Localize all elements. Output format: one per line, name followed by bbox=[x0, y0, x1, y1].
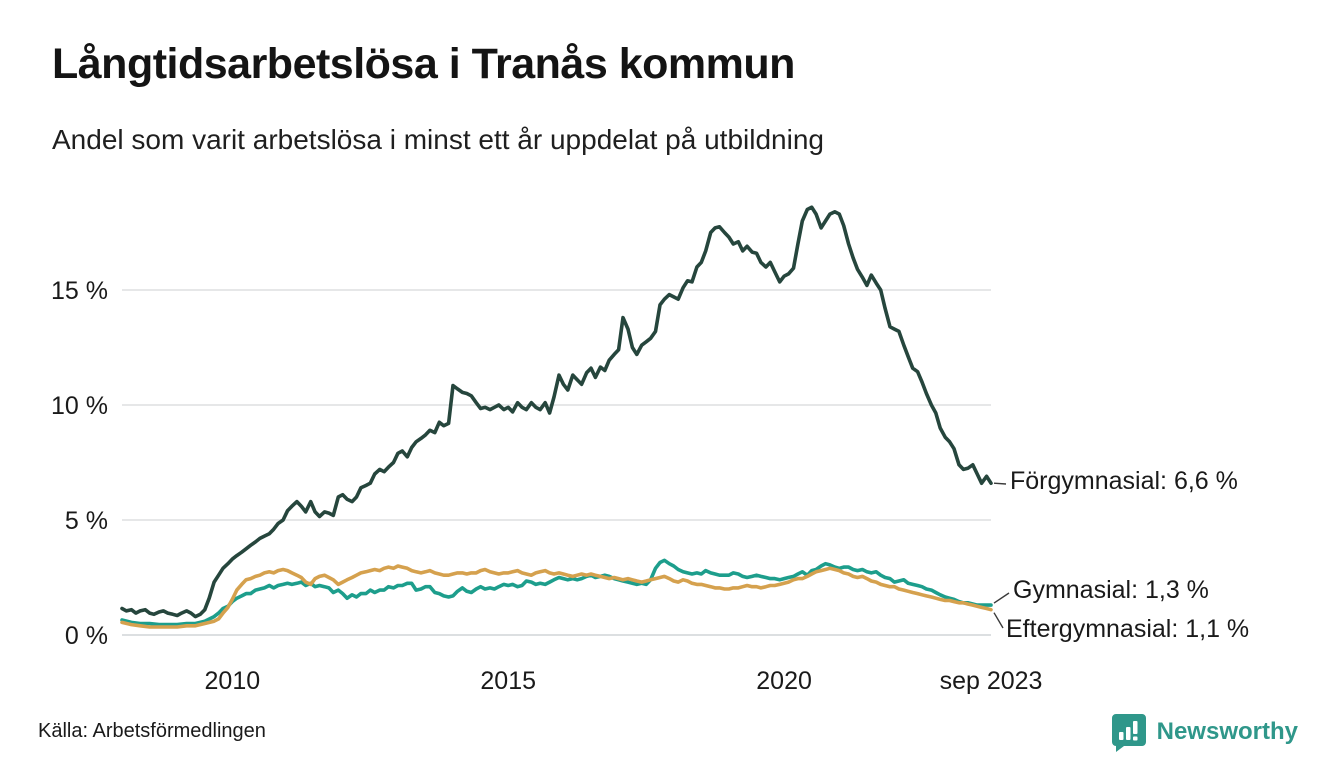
annotation-connector bbox=[993, 612, 1004, 629]
x-tick-label: 2015 bbox=[480, 667, 536, 695]
chart-subtitle: Andel som varit arbetslösa i minst ett å… bbox=[52, 124, 824, 155]
y-tick-label: 0 % bbox=[65, 622, 108, 650]
series-end-label-eftergymnasial: Eftergymnasial: 1,1 % bbox=[1006, 615, 1250, 643]
y-tick-label: 15 % bbox=[51, 277, 108, 305]
series-end-label-forgymnasial: Förgymnasial: 6,6 % bbox=[1010, 467, 1238, 495]
series-line-gymnasial bbox=[120, 558, 993, 627]
annotation-connector bbox=[993, 482, 1007, 485]
x-tick-label: 2010 bbox=[205, 667, 261, 695]
newsworthy-brand: Newsworthy bbox=[1110, 712, 1298, 752]
series-end-label-gymnasial: Gymnasial: 1,3 % bbox=[1013, 576, 1209, 604]
annotation-connector bbox=[993, 592, 1010, 604]
source-note: Källa: Arbetsförmedlingen bbox=[38, 720, 266, 742]
newsworthy-brand-text: Newsworthy bbox=[1156, 718, 1298, 745]
x-tick-label: sep 2023 bbox=[940, 667, 1043, 695]
x-tick-label: 2020 bbox=[756, 667, 812, 695]
series-line-forgymnasial bbox=[120, 205, 993, 619]
page-title: Långtidsarbetslösa i Tranås kommun bbox=[52, 40, 795, 88]
y-tick-label: 5 % bbox=[65, 507, 108, 535]
y-tick-label: 10 % bbox=[51, 392, 108, 420]
series-line-eftergymnasial bbox=[120, 564, 993, 629]
newsworthy-logo-icon bbox=[1111, 714, 1146, 752]
